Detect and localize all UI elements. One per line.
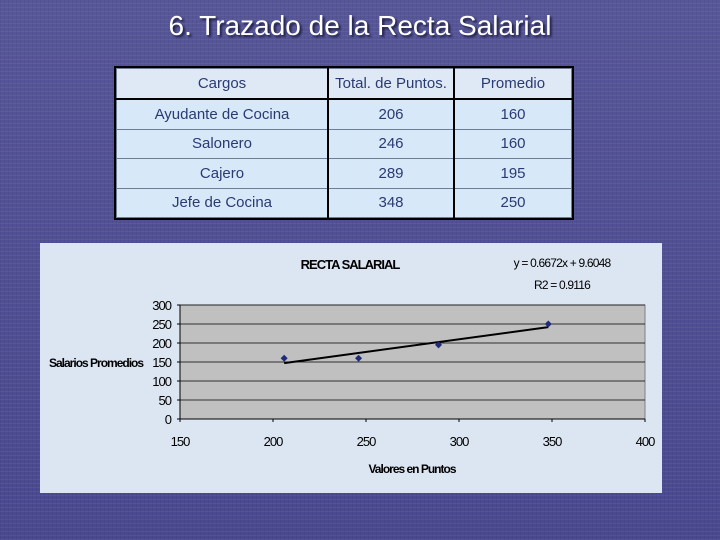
table-row: Cajero 289 195 <box>116 158 572 189</box>
data-table: Cargos Total. de Puntos. Promedio Ayudan… <box>114 66 574 220</box>
y-tick-label: 300 <box>152 298 171 313</box>
y-tick-label: 0 <box>165 412 172 427</box>
cell-puntos: 246 <box>327 128 455 160</box>
trendline-equation: y = 0.6672x + 9.6048 <box>514 256 612 270</box>
x-tick-label: 250 <box>357 434 376 449</box>
trendline <box>284 326 549 365</box>
y-tick-label: 50 <box>159 393 172 408</box>
cell-cargo: Jefe de Cocina <box>116 187 329 218</box>
x-tick-label: 300 <box>450 434 469 449</box>
slide-title: 6. Trazado de la Recta Salarial <box>168 10 552 41</box>
data-point <box>280 354 288 362</box>
cell-puntos: 348 <box>327 187 455 218</box>
data-point <box>544 320 552 328</box>
cell-cargo: Ayudante de Cocina <box>116 98 329 130</box>
y-tick-label: 150 <box>152 355 171 370</box>
chart-title: RECTA SALARIAL <box>301 257 401 272</box>
x-tick-label: 350 <box>543 434 562 449</box>
cell-promedio: 195 <box>453 158 572 189</box>
table-row: Salonero 246 160 <box>116 128 572 160</box>
cell-cargo: Salonero <box>116 128 329 160</box>
y-axis-label: Salarios Promedios <box>49 356 144 370</box>
x-tick-label: 200 <box>264 434 283 449</box>
cell-promedio: 160 <box>453 128 572 160</box>
header-promedio: Promedio <box>453 67 572 100</box>
data-point <box>435 341 443 349</box>
cell-promedio: 250 <box>453 187 572 218</box>
header-total-puntos: Total. de Puntos. <box>327 67 455 100</box>
table-header-row: Cargos Total. de Puntos. Promedio <box>116 67 572 100</box>
cell-promedio: 160 <box>453 98 572 130</box>
x-axis-label: Valores en Puntos <box>368 462 456 476</box>
cell-puntos: 289 <box>327 158 455 189</box>
y-tick-label: 200 <box>152 336 171 351</box>
cell-cargo: Cajero <box>116 158 329 189</box>
r-squared-label: R2 = 0.9116 <box>534 278 591 292</box>
table-row: Ayudante de Cocina 206 160 <box>116 98 572 130</box>
chart-panel: RECTA SALARIAL y = 0.6672x + 9.6048 R2 =… <box>40 243 662 493</box>
cell-puntos: 206 <box>327 98 455 130</box>
scatter-chart: RECTA SALARIAL y = 0.6672x + 9.6048 R2 =… <box>49 256 656 476</box>
x-tick-label: 150 <box>171 434 190 449</box>
y-tick-label: 250 <box>152 317 171 332</box>
header-cargos: Cargos <box>116 67 329 100</box>
x-tick-label: 400 <box>636 434 655 449</box>
y-tick-label: 100 <box>152 374 171 389</box>
data-point <box>355 354 363 362</box>
table-row: Jefe de Cocina 348 250 <box>116 187 572 218</box>
